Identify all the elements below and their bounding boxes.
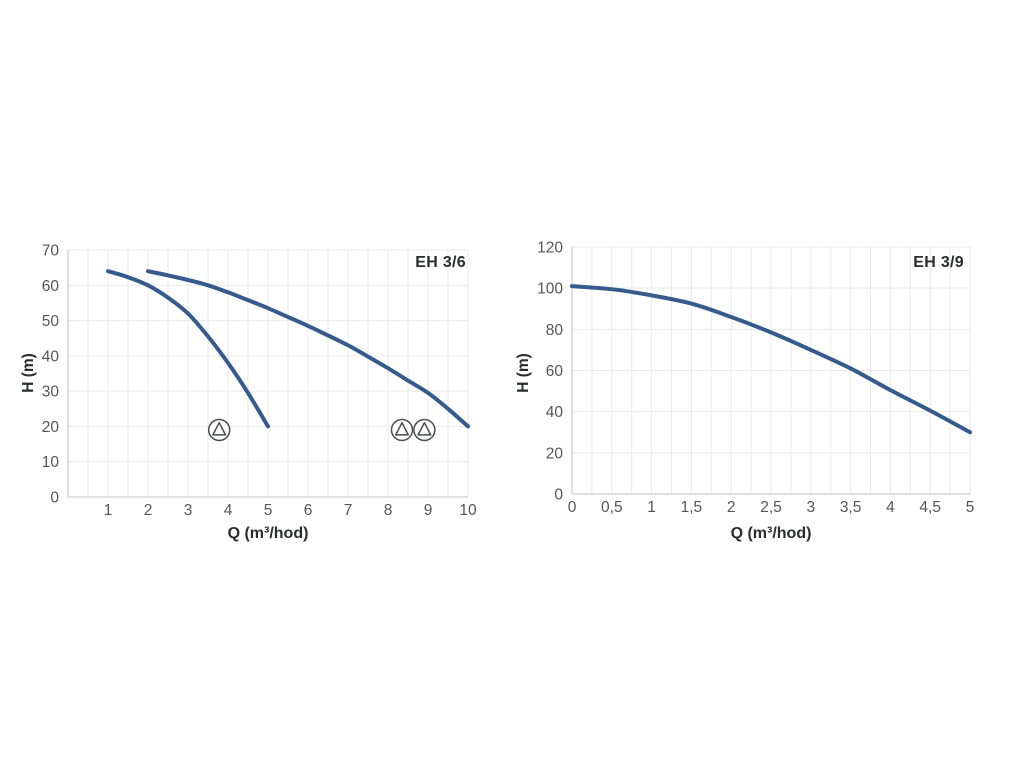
svg-text:120: 120 (537, 240, 563, 257)
svg-text:9: 9 (424, 502, 433, 519)
plot-area-eh39: 0 0,5 1 1,5 2 2,5 3 3,5 4 4,5 5 0 20 40 60 80 100 120 (537, 240, 975, 517)
x-axis-label-eh39: Q (m³/hod) (730, 525, 812, 542)
svg-text:7: 7 (344, 502, 353, 519)
svg-text:1,5: 1,5 (681, 499, 703, 516)
svg-text:5: 5 (966, 499, 975, 516)
svg-text:70: 70 (42, 243, 60, 260)
svg-text:3: 3 (184, 502, 193, 519)
twin-pump-icon (390, 418, 436, 442)
x-axis-label-eh36: Q (m³/hod) (227, 525, 309, 542)
axes (67, 250, 468, 498)
single-pump-icon (207, 418, 231, 442)
chart-eh36: 1 2 3 4 5 6 7 8 9 10 0 10 20 30 40 50 60 70 EH 3/6 H (m) … (0, 230, 500, 560)
chart-title-eh39: EH 3/9 (913, 254, 964, 271)
y-axis-label-eh36: H (m) (20, 353, 37, 393)
svg-text:40: 40 (42, 348, 60, 365)
svg-text:3,5: 3,5 (840, 499, 862, 516)
svg-text:4,5: 4,5 (919, 499, 941, 516)
svg-text:50: 50 (42, 313, 60, 330)
svg-text:1: 1 (104, 502, 113, 519)
x-tick-labels: 0 0,5 1 1,5 2 2,5 3 3,5 4 4,5 5 (568, 499, 975, 516)
svg-text:4: 4 (224, 502, 233, 519)
svg-text:6: 6 (304, 502, 313, 519)
svg-text:60: 60 (546, 363, 564, 380)
svg-text:40: 40 (546, 404, 564, 421)
svg-text:20: 20 (42, 419, 60, 436)
svg-text:20: 20 (546, 445, 564, 462)
svg-text:80: 80 (546, 322, 564, 339)
x-tick-labels: 1 2 3 4 5 6 7 8 9 10 (104, 502, 477, 519)
gridlines (571, 246, 971, 495)
svg-text:10: 10 (42, 454, 60, 471)
svg-text:3: 3 (806, 499, 815, 516)
single-pump-curve (106, 269, 270, 429)
svg-text:0: 0 (568, 499, 577, 516)
svg-text:2: 2 (144, 502, 153, 519)
plot-area-eh36: 1 2 3 4 5 6 7 8 9 10 0 10 20 30 40 50 60 70 (42, 243, 477, 520)
svg-text:2: 2 (727, 499, 736, 516)
y-axis-label-eh39: H (m) (515, 353, 532, 393)
svg-text:0,5: 0,5 (601, 499, 623, 516)
svg-text:1: 1 (647, 499, 656, 516)
svg-text:0: 0 (554, 487, 563, 504)
svg-text:30: 30 (42, 384, 60, 401)
svg-text:8: 8 (384, 502, 393, 519)
pump-curve (570, 284, 972, 435)
axes (571, 247, 970, 495)
svg-text:5: 5 (264, 502, 273, 519)
gridlines (67, 249, 469, 498)
svg-text:60: 60 (42, 278, 60, 295)
svg-text:4: 4 (886, 499, 895, 516)
svg-text:100: 100 (537, 281, 563, 298)
twin-pump-curve (146, 269, 470, 429)
chart-title-eh36: EH 3/6 (415, 254, 466, 271)
svg-text:10: 10 (459, 502, 477, 519)
chart-eh39: 0 0,5 1 1,5 2 2,5 3 3,5 4 4,5 5 0 20 40 60 80 100 120 EH … (500, 230, 1000, 560)
svg-text:2,5: 2,5 (760, 499, 782, 516)
svg-text:0: 0 (50, 490, 59, 507)
y-tick-labels: 0 10 20 30 40 50 60 70 (42, 243, 60, 507)
y-tick-labels: 0 20 40 60 80 100 120 (537, 240, 563, 504)
